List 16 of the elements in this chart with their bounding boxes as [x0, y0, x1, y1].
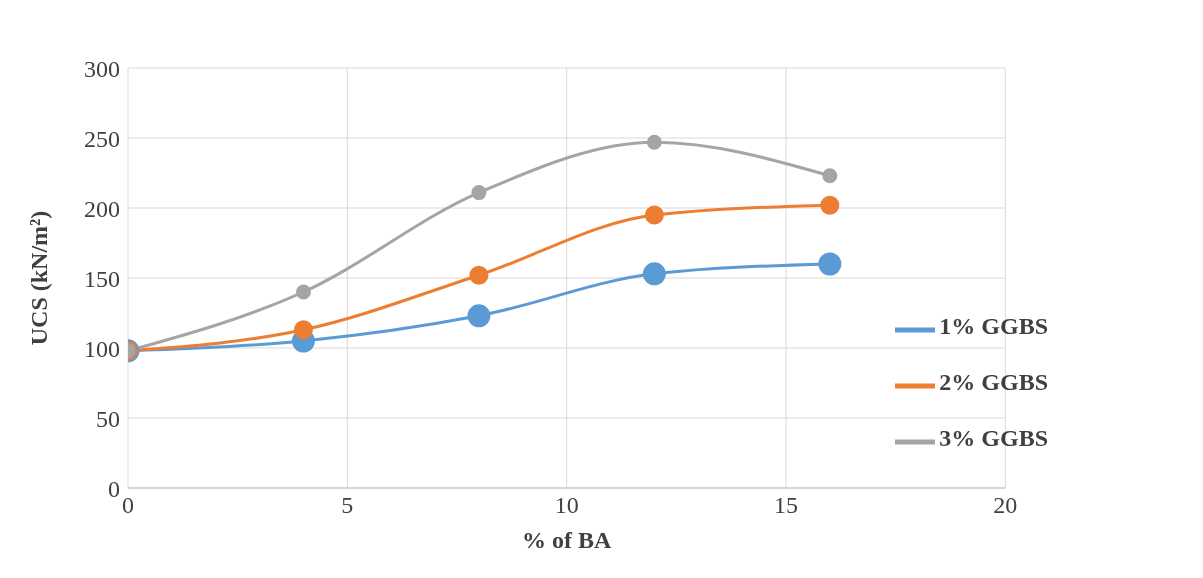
y-tick-label: 0: [108, 475, 120, 502]
x-tick-label: 5: [341, 492, 354, 519]
x-tick-label: 10: [554, 492, 579, 519]
legend-label: 2% GGBS: [939, 369, 1048, 395]
x-axis-title: % of BA: [521, 527, 612, 553]
y-tick-label: 250: [84, 125, 120, 152]
y-tick-label: 100: [84, 335, 120, 362]
x-tick-label: 20: [993, 492, 1018, 519]
y-tick-label: 200: [84, 195, 120, 222]
x-tick-label: 15: [773, 492, 798, 519]
y-tick-label: 150: [84, 265, 120, 292]
y-tick-label: 300: [84, 55, 120, 82]
legend-label: 1% GGBS: [939, 313, 1048, 339]
y-axis-title: UCS (kN/m²): [25, 210, 52, 346]
y-tick-label: 50: [96, 405, 120, 432]
legend-label: 3% GGBS: [939, 425, 1048, 451]
